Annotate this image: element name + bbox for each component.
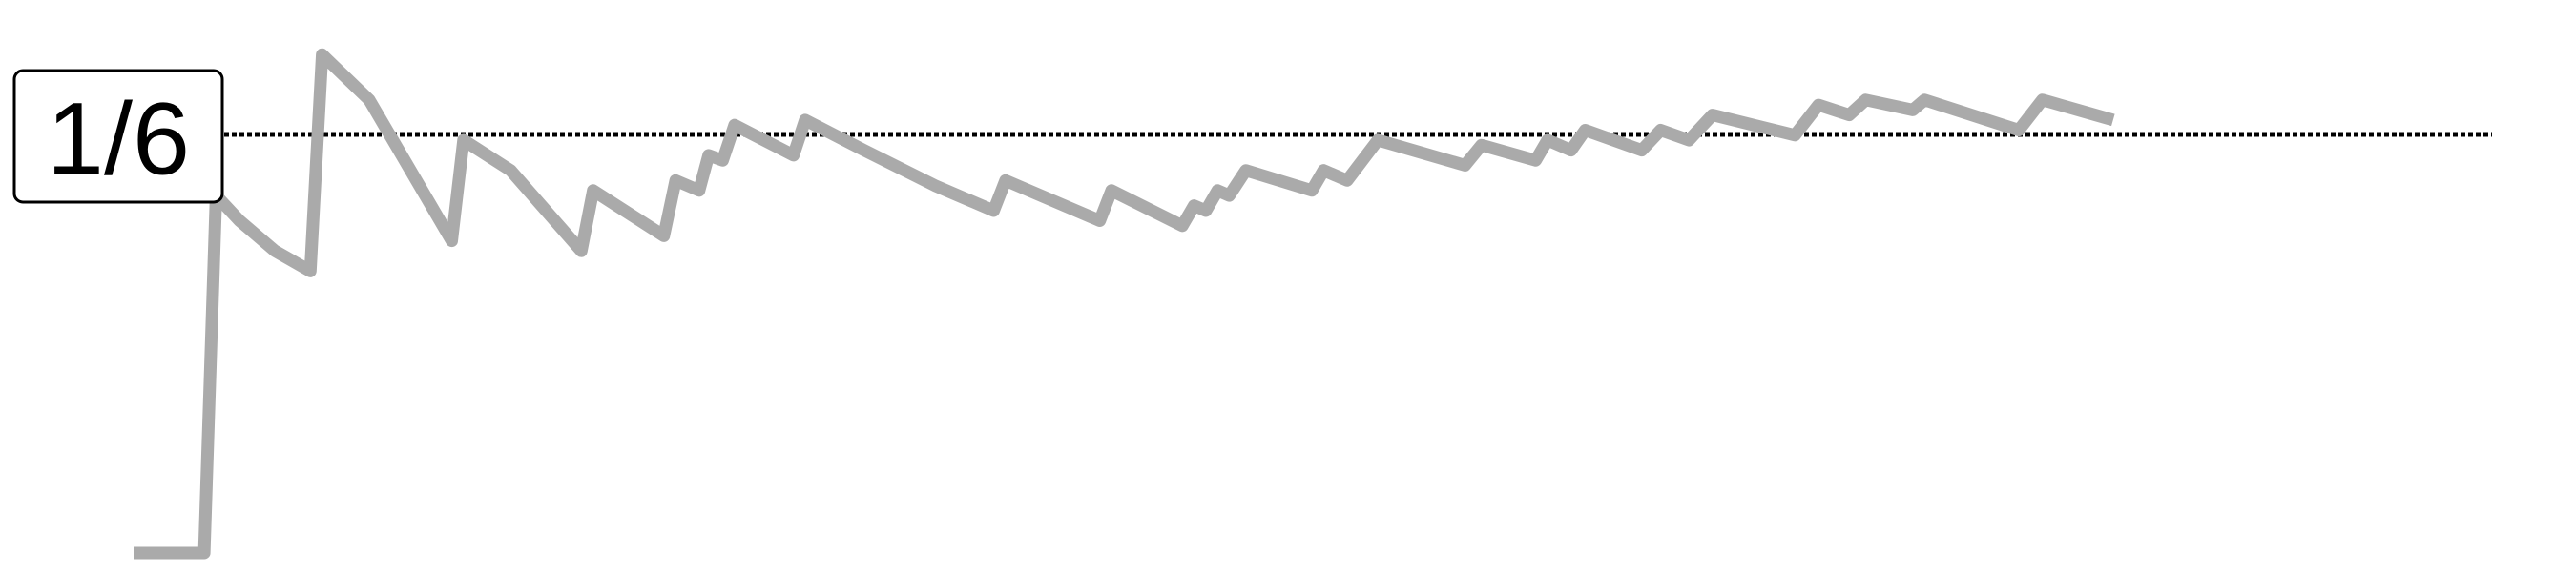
reference-label-text: 1/6 (47, 81, 190, 196)
reference-label-box (12, 69, 224, 204)
series-line (134, 48, 2115, 560)
reference-label: 1/6 (12, 69, 224, 204)
